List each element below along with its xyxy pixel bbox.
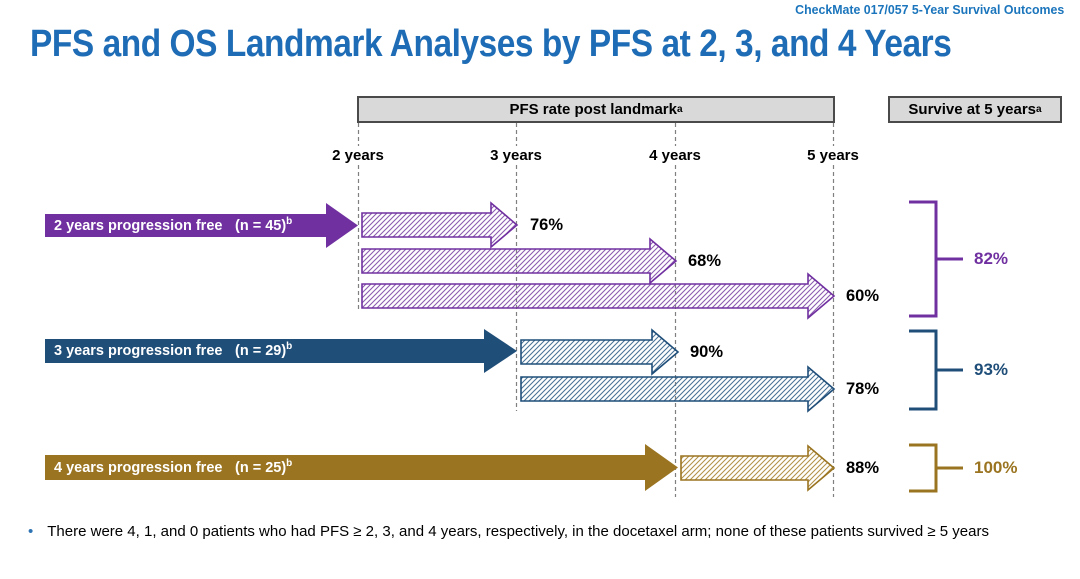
bracket-4y-group <box>909 443 963 493</box>
pfs-rate-header-box: PFS rate post landmark a <box>357 96 835 123</box>
group-2y-arrowhead <box>326 203 358 248</box>
timeline-label-4-years: 4 years <box>644 146 706 165</box>
footnote-text: There were 4, 1, and 0 patients who had … <box>47 523 989 540</box>
group-bar-3-years: 3 years progression free (n = 29)b <box>45 339 484 363</box>
survive-rate-3y-group: 93% <box>974 360 1009 379</box>
timeline-label-3-years: 3 years <box>485 146 547 165</box>
bracket-3y-group <box>909 329 963 411</box>
timeline-label-2-years: 2 years <box>327 146 389 165</box>
group-bar-2-years: 2 years progression free (n = 45)b <box>45 214 326 237</box>
arrow-3y-to-4y <box>520 328 680 376</box>
group-4y-n: (n = 25)b <box>235 457 293 476</box>
rate-2y-to-5y: 60% <box>846 287 880 305</box>
bracket-2y-group <box>909 200 963 318</box>
deck-title: CheckMate 017/057 5-Year Survival Outcom… <box>794 2 1064 17</box>
timeline-label-5-years: 5 years <box>802 146 864 165</box>
page-title: PFS and OS Landmark Analyses by PFS at 2… <box>30 23 952 65</box>
arrow-2y-to-5y <box>361 272 836 320</box>
arrow-2y-to-4y <box>361 237 678 285</box>
arrow-4y-to-5y <box>680 444 836 492</box>
rate-2y-to-4y: 68% <box>688 252 722 270</box>
rate-2y-to-3y: 76% <box>530 216 564 234</box>
group-bar-4-years: 4 years progression free (n = 25)b <box>45 455 645 480</box>
group-3y-label: 3 years progression free <box>54 343 223 359</box>
footnote: • There were 4, 1, and 0 patients who ha… <box>28 522 1008 542</box>
survive-header-box: Survive at 5 years a <box>888 96 1062 123</box>
survive-rate-2y-group: 82% <box>974 249 1009 268</box>
group-4y-label: 4 years progression free <box>54 459 223 476</box>
rate-3y-to-5y: 78% <box>846 380 880 398</box>
group-2y-label: 2 years progression free <box>54 217 223 234</box>
bullet-icon: • <box>28 523 34 540</box>
group-3y-arrowhead <box>484 329 517 373</box>
rate-4y-to-5y: 88% <box>846 459 880 477</box>
pfs-rate-header-label: PFS rate post landmark <box>509 101 677 118</box>
group-2y-n: (n = 45)b <box>235 215 293 234</box>
survive-rate-4y-group: 100% <box>974 458 1018 477</box>
arrow-3y-to-5y <box>520 365 836 413</box>
rate-3y-to-4y: 90% <box>690 343 724 361</box>
group-3y-n: (n = 29)b <box>235 341 293 359</box>
survive-header-label: Survive at 5 years <box>908 101 1037 118</box>
arrow-2y-to-3y <box>361 201 519 249</box>
group-4y-arrowhead <box>645 444 678 491</box>
